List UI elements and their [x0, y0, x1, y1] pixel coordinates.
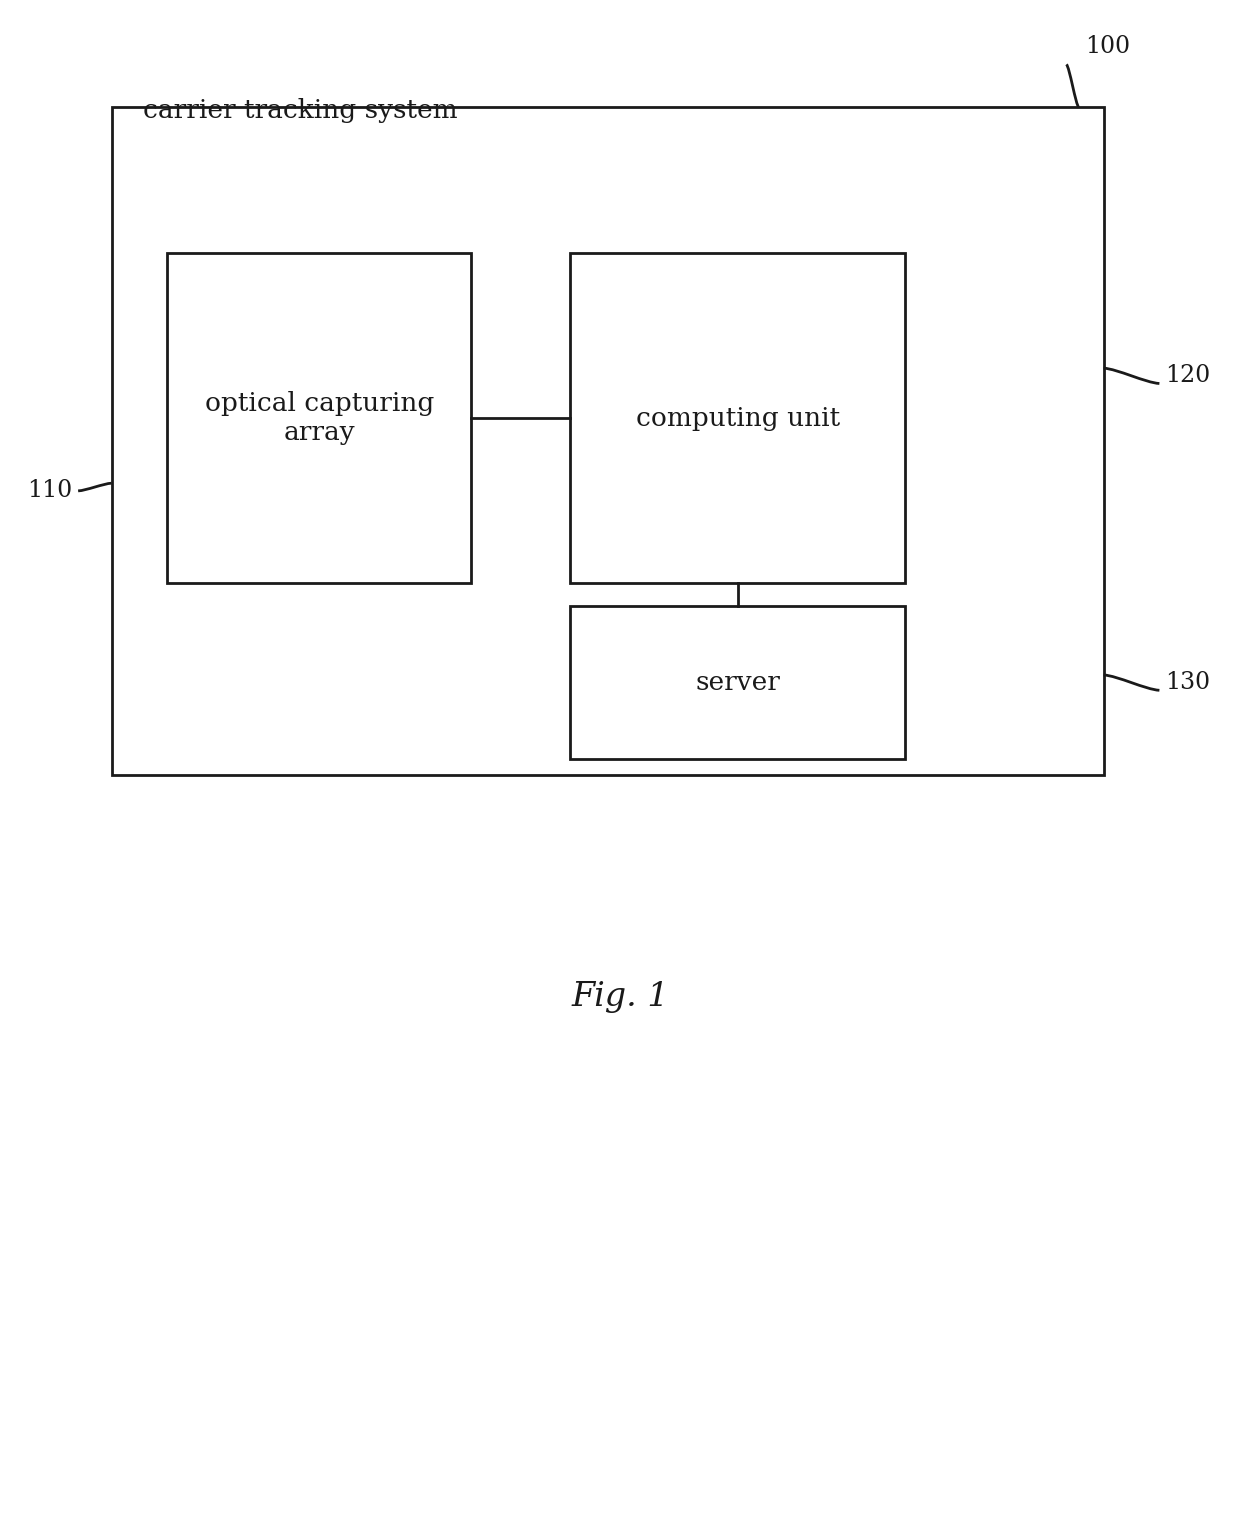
Text: 100: 100 — [1085, 35, 1130, 57]
Text: computing unit: computing unit — [636, 405, 839, 431]
Text: carrier tracking system: carrier tracking system — [143, 98, 458, 123]
Text: 120: 120 — [1166, 365, 1210, 387]
Text: Fig. 1: Fig. 1 — [572, 982, 668, 1012]
Bar — [570, 253, 905, 583]
Bar — [167, 253, 471, 583]
Text: 110: 110 — [27, 480, 72, 502]
Bar — [570, 606, 905, 759]
Text: optical capturing
array: optical capturing array — [205, 391, 434, 445]
Bar — [112, 107, 1104, 775]
Text: 130: 130 — [1166, 672, 1210, 693]
Text: server: server — [696, 670, 780, 695]
